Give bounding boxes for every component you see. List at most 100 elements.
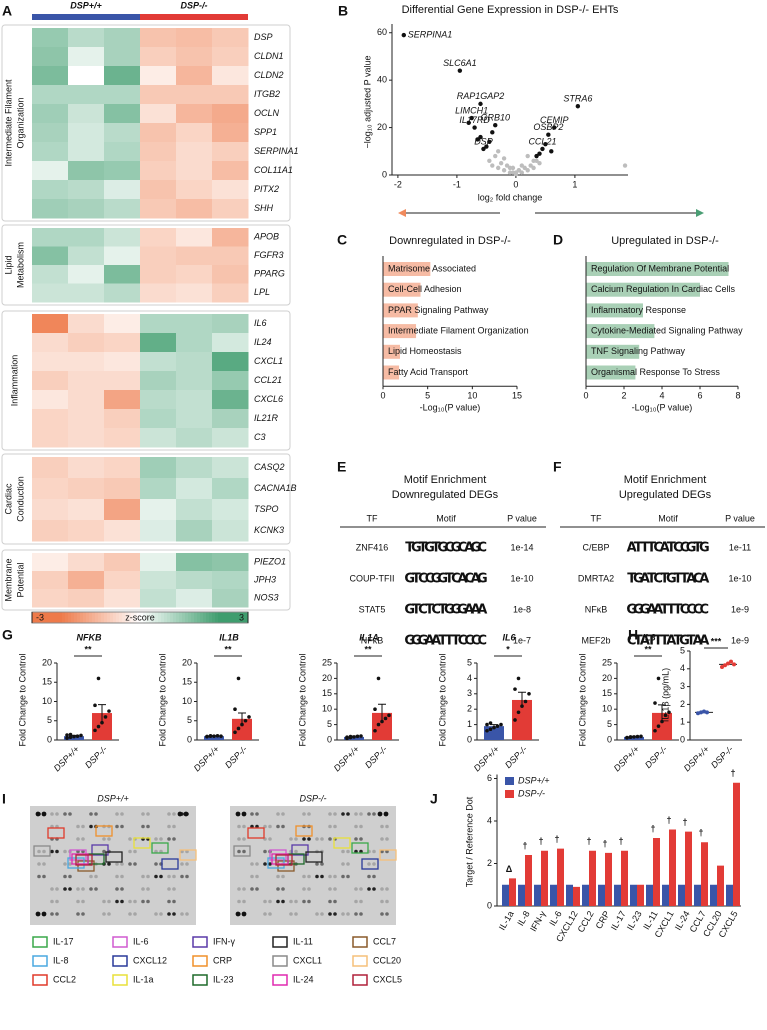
blot-dot	[346, 849, 350, 854]
blot-dot	[242, 887, 246, 891]
data-point	[663, 713, 668, 718]
blot-dot	[255, 874, 259, 879]
blot-dot	[76, 824, 80, 829]
motif-letter: G	[451, 541, 462, 556]
motif-letter: C	[478, 541, 488, 556]
motif-letter: T	[418, 541, 427, 556]
colorbar-slice	[74, 612, 78, 623]
data-point	[660, 719, 664, 724]
column-group-label: DSP+/+	[70, 0, 102, 10]
blot-dot	[302, 874, 306, 879]
heat-cell	[104, 47, 141, 67]
blot-dot	[63, 887, 67, 891]
colorbar-slice	[92, 612, 96, 623]
point	[472, 125, 477, 130]
heat-cell	[32, 371, 69, 391]
point-label: DSP	[474, 136, 493, 146]
data-point	[523, 699, 528, 704]
legend-swatch	[192, 974, 208, 986]
data-point	[65, 733, 69, 737]
blot-dot	[372, 849, 376, 854]
heat-cell	[104, 409, 141, 429]
tf-name: NFκB	[585, 604, 608, 614]
bar	[586, 262, 729, 276]
heat-cell	[212, 478, 249, 500]
heat-cell	[140, 265, 177, 284]
annotation: †	[522, 840, 527, 850]
blot-dot	[250, 862, 254, 866]
data-point	[720, 665, 724, 670]
annotation: †	[650, 823, 655, 833]
heat-cell	[140, 520, 177, 542]
point	[513, 170, 519, 175]
heat-cell	[32, 457, 69, 479]
blot-dot	[102, 912, 106, 916]
group-frame	[1, 310, 291, 451]
heat-cell	[140, 333, 177, 353]
data-point	[656, 724, 661, 728]
legend-swatch	[192, 936, 208, 948]
heat-cell	[212, 66, 249, 86]
bar	[586, 282, 700, 297]
heat-cell	[176, 333, 213, 353]
blot-dot	[146, 887, 150, 891]
heat-cell	[140, 47, 177, 67]
blot-dot	[115, 824, 119, 829]
heat-cell	[32, 161, 69, 181]
motif-letter: T	[647, 572, 656, 587]
point	[534, 153, 539, 159]
motif-letter: T	[680, 572, 689, 587]
blot-dot	[120, 862, 124, 866]
data-point	[208, 733, 213, 738]
chart-title: Upregulated in DSP-/-	[611, 235, 719, 247]
motif-letter: C	[418, 572, 428, 587]
blot-dot	[341, 862, 345, 866]
bar	[637, 884, 644, 906]
bar	[566, 884, 573, 906]
x-tick-label: IFN-γ	[528, 909, 548, 933]
heat-cell	[68, 457, 105, 479]
motif-letter: A	[653, 603, 663, 618]
blot-dot	[315, 874, 319, 879]
bar	[383, 365, 400, 380]
heat-cell	[32, 265, 69, 284]
heat-cell	[176, 499, 213, 521]
heat-cell	[212, 283, 249, 303]
heat-cell	[68, 228, 105, 247]
point	[525, 153, 530, 159]
blot-dot	[307, 887, 311, 891]
blot-dot	[180, 862, 184, 866]
point-label: SLC6A1	[443, 58, 477, 68]
blot-dot	[263, 899, 267, 904]
point	[504, 163, 510, 168]
blot-dot	[315, 912, 319, 916]
colorbar-slice	[38, 612, 42, 623]
bar	[653, 838, 660, 906]
motif-letter: T	[438, 603, 447, 618]
blot-dot	[341, 912, 345, 916]
blot-dot	[68, 887, 72, 891]
blot-dot	[50, 899, 54, 904]
blot-dot	[281, 887, 285, 891]
point	[493, 153, 498, 159]
data-point	[513, 718, 517, 722]
blot-dot	[107, 862, 111, 866]
data-point	[345, 735, 349, 740]
legend-label: IL-8	[53, 955, 69, 965]
heat-cell	[176, 589, 213, 608]
data-point	[65, 736, 69, 740]
heat-cell	[32, 553, 69, 572]
point	[519, 163, 524, 168]
data-point	[236, 726, 241, 731]
y-tick-label: 0	[382, 169, 387, 179]
heat-cell	[32, 47, 69, 67]
heat-cell	[176, 371, 213, 391]
blot-dot	[307, 874, 311, 879]
motif-letter: C	[425, 572, 435, 587]
colorbar-slice	[206, 612, 210, 623]
bar-label: Calcium Regulation In Cardiac Cells	[591, 284, 736, 294]
heat-cell	[212, 499, 249, 521]
blot-dot	[307, 812, 311, 816]
error-bar	[98, 704, 106, 722]
blot-dot	[63, 849, 67, 854]
